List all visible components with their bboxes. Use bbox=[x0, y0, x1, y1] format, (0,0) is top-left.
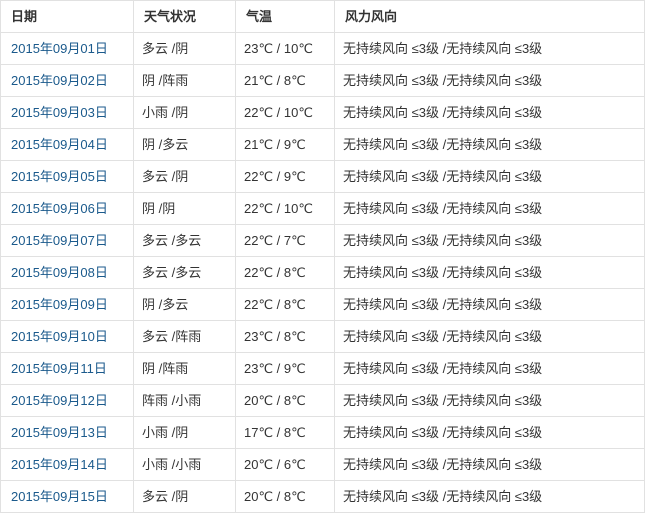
wind-cell: 无持续风向 ≤3级 /无持续风向 ≤3级 bbox=[334, 320, 645, 353]
date-link[interactable]: 2015年09月02日 bbox=[11, 73, 108, 88]
wind-cell: 无持续风向 ≤3级 /无持续风向 ≤3级 bbox=[334, 448, 645, 481]
date-cell: 2015年09月14日 bbox=[0, 448, 134, 481]
temp-cell: 21℃ / 8℃ bbox=[235, 64, 335, 97]
temp-cell: 20℃ / 8℃ bbox=[235, 480, 335, 513]
table-row: 2015年09月09日 阴 /多云 22℃ / 8℃ 无持续风向 ≤3级 /无持… bbox=[0, 288, 645, 321]
date-link[interactable]: 2015年09月03日 bbox=[11, 105, 108, 120]
date-link[interactable]: 2015年09月13日 bbox=[11, 425, 108, 440]
wind-cell: 无持续风向 ≤3级 /无持续风向 ≤3级 bbox=[334, 352, 645, 385]
weather-cell: 多云 /多云 bbox=[133, 256, 236, 289]
temp-cell: 17℃ / 8℃ bbox=[235, 416, 335, 449]
date-cell: 2015年09月12日 bbox=[0, 384, 134, 417]
table-row: 2015年09月13日 小雨 /阴 17℃ / 8℃ 无持续风向 ≤3级 /无持… bbox=[0, 416, 645, 449]
temp-cell: 22℃ / 9℃ bbox=[235, 160, 335, 193]
table-row: 2015年09月14日 小雨 /小雨 20℃ / 6℃ 无持续风向 ≤3级 /无… bbox=[0, 448, 645, 481]
table-row: 2015年09月08日 多云 /多云 22℃ / 8℃ 无持续风向 ≤3级 /无… bbox=[0, 256, 645, 289]
wind-cell: 无持续风向 ≤3级 /无持续风向 ≤3级 bbox=[334, 64, 645, 97]
date-cell: 2015年09月07日 bbox=[0, 224, 134, 257]
weather-cell: 阴 /阵雨 bbox=[133, 64, 236, 97]
table-row: 2015年09月05日 多云 /阴 22℃ / 9℃ 无持续风向 ≤3级 /无持… bbox=[0, 160, 645, 193]
table-row: 2015年09月06日 阴 /阴 22℃ / 10℃ 无持续风向 ≤3级 /无持… bbox=[0, 192, 645, 225]
wind-cell: 无持续风向 ≤3级 /无持续风向 ≤3级 bbox=[334, 384, 645, 417]
weather-cell: 多云 /阴 bbox=[133, 160, 236, 193]
wind-cell: 无持续风向 ≤3级 /无持续风向 ≤3级 bbox=[334, 32, 645, 65]
weather-cell: 阵雨 /小雨 bbox=[133, 384, 236, 417]
date-link[interactable]: 2015年09月10日 bbox=[11, 329, 108, 344]
temp-cell: 23℃ / 10℃ bbox=[235, 32, 335, 65]
wind-cell: 无持续风向 ≤3级 /无持续风向 ≤3级 bbox=[334, 480, 645, 513]
table-row: 2015年09月02日 阴 /阵雨 21℃ / 8℃ 无持续风向 ≤3级 /无持… bbox=[0, 64, 645, 97]
temp-cell: 22℃ / 10℃ bbox=[235, 96, 335, 129]
table-row: 2015年09月10日 多云 /阵雨 23℃ / 8℃ 无持续风向 ≤3级 /无… bbox=[0, 320, 645, 353]
date-cell: 2015年09月02日 bbox=[0, 64, 134, 97]
wind-cell: 无持续风向 ≤3级 /无持续风向 ≤3级 bbox=[334, 288, 645, 321]
column-header-date: 日期 bbox=[0, 0, 134, 33]
temp-cell: 23℃ / 9℃ bbox=[235, 352, 335, 385]
table-row: 2015年09月03日 小雨 /阴 22℃ / 10℃ 无持续风向 ≤3级 /无… bbox=[0, 96, 645, 129]
temp-cell: 20℃ / 8℃ bbox=[235, 384, 335, 417]
column-header-weather: 天气状况 bbox=[133, 0, 236, 33]
weather-cell: 小雨 /阴 bbox=[133, 96, 236, 129]
weather-cell: 多云 /多云 bbox=[133, 224, 236, 257]
wind-cell: 无持续风向 ≤3级 /无持续风向 ≤3级 bbox=[334, 416, 645, 449]
date-link[interactable]: 2015年09月11日 bbox=[11, 361, 107, 376]
date-cell: 2015年09月05日 bbox=[0, 160, 134, 193]
date-cell: 2015年09月15日 bbox=[0, 480, 134, 513]
table-row: 2015年09月11日 阴 /阵雨 23℃ / 9℃ 无持续风向 ≤3级 /无持… bbox=[0, 352, 645, 385]
date-link[interactable]: 2015年09月12日 bbox=[11, 393, 108, 408]
date-cell: 2015年09月09日 bbox=[0, 288, 134, 321]
wind-cell: 无持续风向 ≤3级 /无持续风向 ≤3级 bbox=[334, 256, 645, 289]
date-link[interactable]: 2015年09月14日 bbox=[11, 457, 108, 472]
date-link[interactable]: 2015年09月01日 bbox=[11, 41, 108, 56]
date-link[interactable]: 2015年09月15日 bbox=[11, 489, 108, 504]
date-cell: 2015年09月11日 bbox=[0, 352, 134, 385]
table-row: 2015年09月04日 阴 /多云 21℃ / 9℃ 无持续风向 ≤3级 /无持… bbox=[0, 128, 645, 161]
date-cell: 2015年09月06日 bbox=[0, 192, 134, 225]
weather-cell: 多云 /阴 bbox=[133, 480, 236, 513]
wind-cell: 无持续风向 ≤3级 /无持续风向 ≤3级 bbox=[334, 96, 645, 129]
date-cell: 2015年09月04日 bbox=[0, 128, 134, 161]
date-cell: 2015年09月13日 bbox=[0, 416, 134, 449]
wind-cell: 无持续风向 ≤3级 /无持续风向 ≤3级 bbox=[334, 160, 645, 193]
column-header-wind: 风力风向 bbox=[334, 0, 645, 33]
weather-cell: 多云 /阵雨 bbox=[133, 320, 236, 353]
date-cell: 2015年09月03日 bbox=[0, 96, 134, 129]
date-link[interactable]: 2015年09月04日 bbox=[11, 137, 108, 152]
date-link[interactable]: 2015年09月09日 bbox=[11, 297, 108, 312]
weather-cell: 阴 /多云 bbox=[133, 288, 236, 321]
table-row: 2015年09月15日 多云 /阴 20℃ / 8℃ 无持续风向 ≤3级 /无持… bbox=[0, 480, 645, 513]
temp-cell: 22℃ / 8℃ bbox=[235, 288, 335, 321]
weather-cell: 阴 /阴 bbox=[133, 192, 236, 225]
weather-cell: 小雨 /小雨 bbox=[133, 448, 236, 481]
weather-cell: 小雨 /阴 bbox=[133, 416, 236, 449]
weather-cell: 多云 /阴 bbox=[133, 32, 236, 65]
table-header-row: 日期 天气状况 气温 风力风向 bbox=[0, 0, 645, 33]
column-header-temp: 气温 bbox=[235, 0, 335, 33]
date-link[interactable]: 2015年09月06日 bbox=[11, 201, 108, 216]
temp-cell: 22℃ / 7℃ bbox=[235, 224, 335, 257]
date-link[interactable]: 2015年09月05日 bbox=[11, 169, 108, 184]
wind-cell: 无持续风向 ≤3级 /无持续风向 ≤3级 bbox=[334, 224, 645, 257]
temp-cell: 22℃ / 10℃ bbox=[235, 192, 335, 225]
table-row: 2015年09月12日 阵雨 /小雨 20℃ / 8℃ 无持续风向 ≤3级 /无… bbox=[0, 384, 645, 417]
wind-cell: 无持续风向 ≤3级 /无持续风向 ≤3级 bbox=[334, 192, 645, 225]
temp-cell: 22℃ / 8℃ bbox=[235, 256, 335, 289]
temp-cell: 20℃ / 6℃ bbox=[235, 448, 335, 481]
date-cell: 2015年09月08日 bbox=[0, 256, 134, 289]
weather-cell: 阴 /多云 bbox=[133, 128, 236, 161]
table-row: 2015年09月01日 多云 /阴 23℃ / 10℃ 无持续风向 ≤3级 /无… bbox=[0, 32, 645, 65]
table-row: 2015年09月07日 多云 /多云 22℃ / 7℃ 无持续风向 ≤3级 /无… bbox=[0, 224, 645, 257]
date-link[interactable]: 2015年09月08日 bbox=[11, 265, 108, 280]
table-body: 2015年09月01日 多云 /阴 23℃ / 10℃ 无持续风向 ≤3级 /无… bbox=[0, 32, 645, 513]
weather-cell: 阴 /阵雨 bbox=[133, 352, 236, 385]
date-link[interactable]: 2015年09月07日 bbox=[11, 233, 108, 248]
date-cell: 2015年09月10日 bbox=[0, 320, 134, 353]
date-cell: 2015年09月01日 bbox=[0, 32, 134, 65]
wind-cell: 无持续风向 ≤3级 /无持续风向 ≤3级 bbox=[334, 128, 645, 161]
temp-cell: 23℃ / 8℃ bbox=[235, 320, 335, 353]
temp-cell: 21℃ / 9℃ bbox=[235, 128, 335, 161]
